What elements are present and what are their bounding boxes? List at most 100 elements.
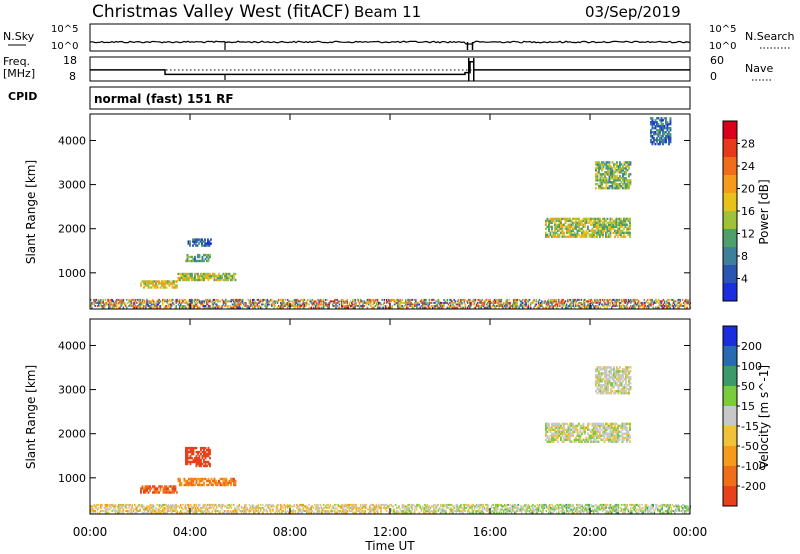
heatmap-cell <box>658 505 660 508</box>
heatmap-cell <box>200 508 202 511</box>
heatmap-cell <box>551 219 553 223</box>
heatmap-cell <box>666 129 669 132</box>
heatmap-cell <box>672 510 675 512</box>
heatmap-cell <box>346 511 349 514</box>
heatmap-cell <box>659 127 661 130</box>
heatmap-cell <box>441 301 443 304</box>
heatmap-cell <box>663 505 666 508</box>
heatmap-cell <box>605 219 607 223</box>
heatmap-cell <box>241 300 244 303</box>
heatmap-cell <box>158 300 161 303</box>
heatmap-cell <box>623 181 626 184</box>
heatmap-cell <box>499 508 502 511</box>
heatmap-cell <box>195 238 197 241</box>
heatmap-cell <box>169 503 172 506</box>
heatmap-cell <box>396 506 398 509</box>
heatmap-cell <box>198 306 200 309</box>
heatmap-cell <box>551 438 553 441</box>
heatmap-cell <box>444 301 446 304</box>
heatmap-cell <box>221 505 224 508</box>
heatmap-cell <box>187 305 190 307</box>
heatmap-cell <box>207 446 210 450</box>
heatmap-cell <box>478 505 480 508</box>
heatmap-cell <box>555 511 558 514</box>
heatmap-cell <box>236 303 238 306</box>
heatmap-cell <box>186 462 189 466</box>
heatmap-cell <box>406 511 408 514</box>
heatmap-cell <box>656 136 658 140</box>
heatmap-cell <box>232 303 235 306</box>
heatmap-cell <box>660 117 663 120</box>
heatmap-cell <box>175 506 178 509</box>
heatmap-cell <box>370 511 372 514</box>
heatmap-cell <box>294 300 297 303</box>
heatmap-cell <box>555 223 558 226</box>
heatmap-cell <box>348 503 351 506</box>
heatmap-cell <box>486 298 488 301</box>
heatmap-cell <box>360 505 362 508</box>
heatmap-cell <box>626 183 629 186</box>
heatmap-cell <box>173 491 175 494</box>
heatmap-cell <box>227 305 229 307</box>
heatmap-cell <box>548 225 550 228</box>
heatmap-cell <box>592 511 595 514</box>
heatmap-cell <box>626 165 629 168</box>
heatmap-cell <box>240 505 243 508</box>
heatmap-cell <box>659 119 661 122</box>
heatmap-cell <box>426 505 428 508</box>
heatmap-cell <box>298 508 300 511</box>
heatmap-cell <box>247 510 250 512</box>
heatmap-cell <box>619 185 621 188</box>
heatmap-cell <box>511 303 514 306</box>
heatmap-cell <box>571 511 574 514</box>
heatmap-cell <box>407 306 409 309</box>
heatmap-cell <box>234 483 237 487</box>
heatmap-cell <box>153 485 156 488</box>
heatmap-cell <box>289 300 291 303</box>
heatmap-cell <box>206 255 208 259</box>
heatmap-cell <box>576 233 579 236</box>
heatmap-cell <box>576 223 579 226</box>
heatmap-cell <box>239 510 242 512</box>
heatmap-cell <box>213 278 216 282</box>
heatmap-cell <box>630 298 632 301</box>
heatmap-cell <box>516 300 518 303</box>
heatmap-cell <box>191 274 193 278</box>
heatmap-cell <box>238 305 241 307</box>
heatmap-cell <box>609 229 612 232</box>
heatmap-cell <box>96 305 99 307</box>
heatmap-cell <box>147 300 149 303</box>
heatmap-cell <box>149 485 151 488</box>
heatmap-cell <box>600 223 603 226</box>
heatmap-cell <box>143 280 145 283</box>
heatmap-cell <box>590 298 593 301</box>
heatmap-cell <box>302 306 305 309</box>
heatmap-cell <box>369 505 371 508</box>
heatmap-cell <box>655 306 658 309</box>
heatmap-cell <box>420 508 423 511</box>
heatmap-cell <box>423 506 425 509</box>
heatmap-cell <box>206 259 208 263</box>
heatmap-cell <box>611 167 614 170</box>
heatmap-cell <box>515 303 517 306</box>
heatmap-cell <box>455 510 458 512</box>
heatmap-cell <box>198 483 201 487</box>
heatmap-cell <box>206 274 208 278</box>
heatmap-cell <box>681 298 684 301</box>
heatmap-cell <box>118 506 120 509</box>
heatmap-cell <box>289 506 291 509</box>
heatmap-cell <box>217 306 219 309</box>
heatmap-cell <box>599 181 602 184</box>
heatmap-cell <box>561 303 563 306</box>
heatmap-cell <box>346 300 349 303</box>
heatmap-cell <box>535 303 538 306</box>
heatmap-cell <box>293 503 296 506</box>
heatmap-cell <box>609 505 612 508</box>
heatmap-cell <box>445 503 448 506</box>
heatmap-cell <box>483 508 486 511</box>
heatmap-cell <box>308 511 310 514</box>
heatmap-cell <box>91 508 93 511</box>
heatmap-cell <box>162 510 164 512</box>
heatmap-cell <box>432 505 434 508</box>
heatmap-cell <box>570 300 572 303</box>
